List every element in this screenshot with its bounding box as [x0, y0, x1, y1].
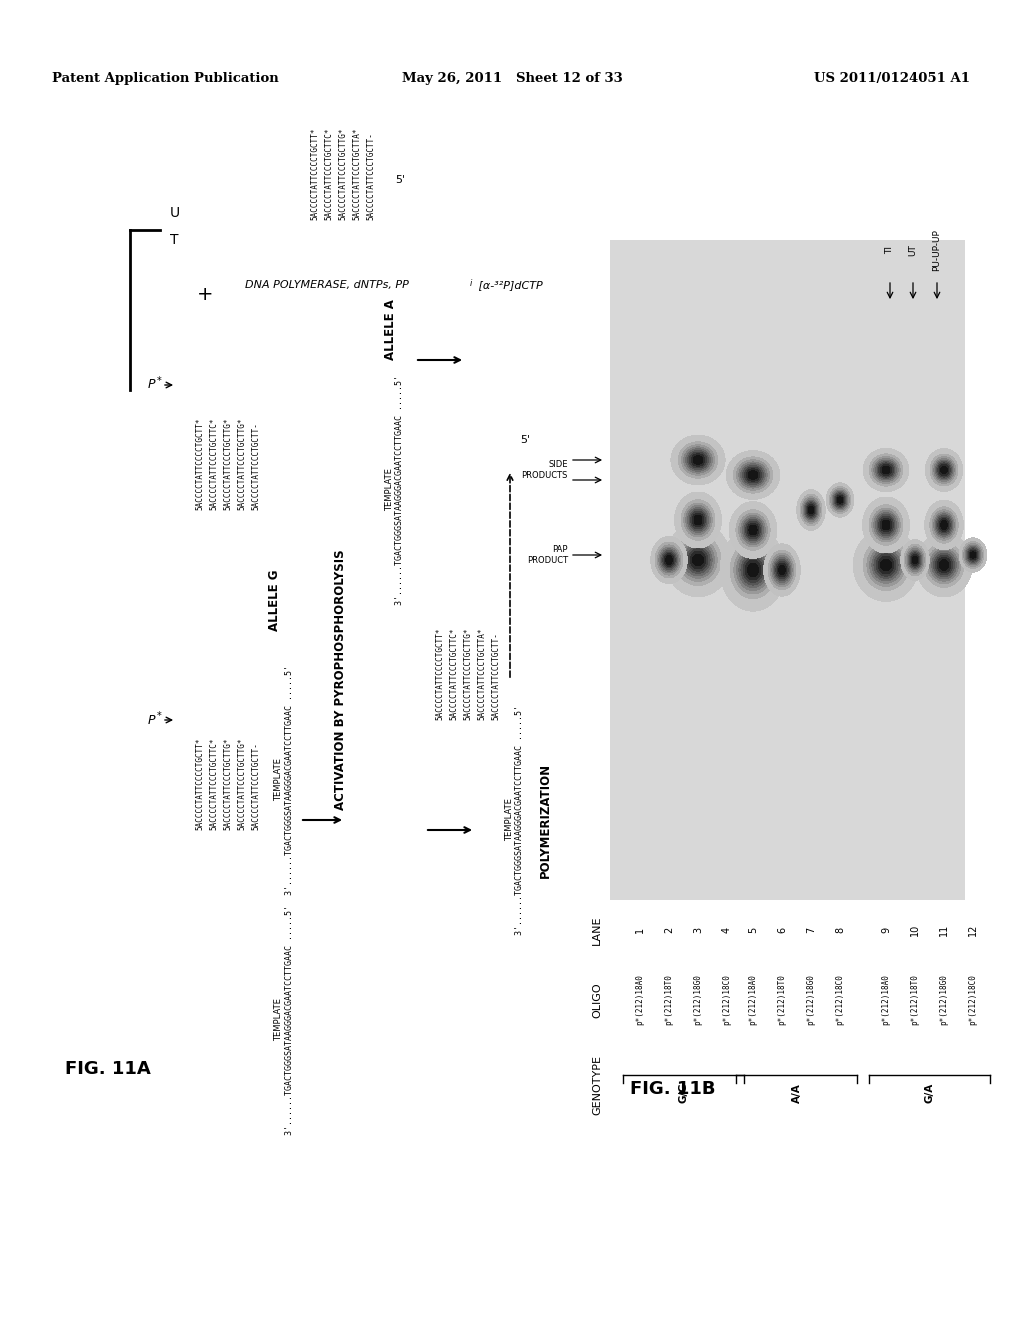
Text: TEMPLATE: TEMPLATE: [385, 469, 394, 511]
Text: p*(212)18C0: p*(212)18C0: [836, 974, 845, 1026]
Text: G/A: G/A: [925, 1082, 935, 1104]
Text: FIG. 11A: FIG. 11A: [65, 1060, 151, 1078]
Text: p*(212)18C0: p*(212)18C0: [969, 974, 978, 1026]
Text: p*(212)18A0: p*(212)18A0: [882, 974, 891, 1026]
Text: G/G: G/G: [679, 1082, 688, 1104]
Text: 5ACCCCTATTCCCTGCTTC*: 5ACCCCTATTCCCTGCTTC*: [210, 417, 218, 510]
Text: UT: UT: [908, 244, 918, 256]
Text: GENOTYPE: GENOTYPE: [592, 1055, 602, 1115]
Text: 5ACCCCTATTCCCCTGCTT*: 5ACCCCTATTCCCCTGCTT*: [196, 417, 205, 510]
Text: 5ACCCCTATTCCCTGCTTA*: 5ACCCCTATTCCCTGCTTA*: [352, 128, 361, 220]
Text: TEMPLATE: TEMPLATE: [505, 799, 514, 841]
Text: 8: 8: [835, 927, 845, 933]
Text: p*(212)18C0: p*(212)18C0: [723, 974, 731, 1026]
Text: p*(212)18G0: p*(212)18G0: [693, 974, 702, 1026]
Text: ALLELE G: ALLELE G: [268, 569, 282, 631]
Text: 5ACCCCTATTCCCTGCTT-: 5ACCCCTATTCCCTGCTT-: [252, 422, 260, 510]
Text: ACTIVATION BY PYROPHOSPHOROLYSIS: ACTIVATION BY PYROPHOSPHOROLYSIS: [334, 549, 346, 810]
Text: 5ACCCCTATTCCCTGCTT-: 5ACCCCTATTCCCTGCTT-: [492, 632, 501, 719]
Text: DNA POLYMERASE, dNTPs, PP: DNA POLYMERASE, dNTPs, PP: [245, 280, 409, 290]
Text: P: P: [148, 379, 156, 392]
Text: i: i: [470, 279, 472, 288]
Text: 3'......TGACTGGGSATAAGGGACGAATCCTTGAAC .....5': 3'......TGACTGGGSATAAGGGACGAATCCTTGAAC .…: [285, 906, 294, 1135]
Text: *: *: [157, 376, 162, 385]
Text: 5ACCCCTATTCCCTGCTT-: 5ACCCCTATTCCCTGCTT-: [252, 742, 260, 830]
Text: 5ACCCCTATTCCCCTGCTT*: 5ACCCCTATTCCCCTGCTT*: [196, 738, 205, 830]
Text: Patent Application Publication: Patent Application Publication: [52, 73, 279, 84]
Text: 5ACCCCTATTCCCTGCTTC*: 5ACCCCTATTCCCTGCTTC*: [325, 128, 334, 220]
Text: 2: 2: [664, 927, 674, 933]
Text: p*(212)18T0: p*(212)18T0: [910, 974, 920, 1026]
Text: p*(212)18G0: p*(212)18G0: [939, 974, 948, 1026]
Text: TI: TI: [886, 246, 895, 253]
Text: ALLELE A: ALLELE A: [384, 300, 396, 360]
Text: p*(212)18A0: p*(212)18A0: [636, 974, 644, 1026]
Text: 11: 11: [939, 924, 949, 936]
Text: P: P: [148, 714, 156, 726]
Text: 1: 1: [635, 927, 645, 933]
Text: 5ACCCCTATTCCCCTGCTT*: 5ACCCCTATTCCCCTGCTT*: [435, 627, 444, 719]
Bar: [610, 240, 965, 900]
Text: 5ACCCCTATTCCCTGCTTG*: 5ACCCCTATTCCCTGCTTG*: [223, 738, 232, 830]
Text: 10: 10: [910, 924, 920, 936]
Text: LANE: LANE: [592, 915, 602, 945]
Text: 3'......TGACTGGGSATAAGGGACGAATCCTTGAAC .....5': 3'......TGACTGGGSATAAGGGACGAATCCTTGAAC .…: [395, 375, 404, 605]
Text: p*(212)18A0: p*(212)18A0: [749, 974, 758, 1026]
Text: TEMPLATE: TEMPLATE: [274, 759, 283, 801]
Text: T: T: [170, 234, 178, 247]
Text: OLIGO: OLIGO: [592, 982, 602, 1018]
Text: 5ACCCCTATTCCCCTGCTT*: 5ACCCCTATTCCCCTGCTT*: [310, 128, 319, 220]
Text: 5ACCCCTATTCCCTGCTTC*: 5ACCCCTATTCCCTGCTTC*: [210, 738, 218, 830]
Text: 5ACCCCTATTCCCTGCTTG*: 5ACCCCTATTCCCTGCTTG*: [464, 627, 472, 719]
Text: 6: 6: [777, 927, 787, 933]
Text: p*(212)18T0: p*(212)18T0: [665, 974, 674, 1026]
Text: POLYMERIZATION: POLYMERIZATION: [539, 763, 552, 878]
Text: FIG. 11B: FIG. 11B: [630, 1080, 716, 1098]
Text: [α-³²P]dCTP: [α-³²P]dCTP: [475, 280, 543, 290]
Text: 5': 5': [395, 176, 406, 185]
Text: SIDE
PRODUCTS: SIDE PRODUCTS: [521, 461, 568, 479]
Text: p*(212)18G0: p*(212)18G0: [807, 974, 815, 1026]
Text: 12: 12: [968, 924, 978, 936]
Text: 5ACCCCTATTCCCTGCTTG*: 5ACCCCTATTCCCTGCTTG*: [339, 128, 347, 220]
Text: 5ACCCCTATTCCCTGCTTG*: 5ACCCCTATTCCCTGCTTG*: [238, 738, 247, 830]
Text: PAP
PRODUCT: PAP PRODUCT: [527, 545, 568, 565]
Text: 4: 4: [722, 927, 732, 933]
Text: +: +: [197, 285, 213, 305]
Text: 5: 5: [748, 927, 758, 933]
Text: *: *: [157, 711, 162, 721]
Text: 3'......TGACTGGGSATAAGGGACGAATCCTTGAAC .....5': 3'......TGACTGGGSATAAGGGACGAATCCTTGAAC .…: [285, 665, 294, 895]
Text: 5ACCCCTATTCCCTGCTTG*: 5ACCCCTATTCCCTGCTTG*: [223, 417, 232, 510]
Text: 5ACCCCTATTCCCTGCTTC*: 5ACCCCTATTCCCTGCTTC*: [450, 627, 459, 719]
Text: 7: 7: [806, 927, 816, 933]
Text: 3'......TGACTGGGSATAAGGGACGAATCCTTGAAC .....5': 3'......TGACTGGGSATAAGGGACGAATCCTTGAAC .…: [515, 705, 524, 935]
Text: PU-UP-UP: PU-UP-UP: [933, 230, 941, 271]
Text: A/A: A/A: [792, 1084, 802, 1104]
Text: 5': 5': [520, 436, 530, 445]
Text: p*(212)18T0: p*(212)18T0: [777, 974, 786, 1026]
Text: 9: 9: [881, 927, 891, 933]
Text: U: U: [170, 206, 180, 220]
Text: 5ACCCCTATTCCCTGCTT-: 5ACCCCTATTCCCTGCTT-: [367, 132, 376, 220]
Text: May 26, 2011   Sheet 12 of 33: May 26, 2011 Sheet 12 of 33: [401, 73, 623, 84]
Text: US 2011/0124051 A1: US 2011/0124051 A1: [814, 73, 970, 84]
Text: TEMPLATE: TEMPLATE: [274, 998, 283, 1041]
Text: 5ACCCCTATTCCCTGCTTG*: 5ACCCCTATTCCCTGCTTG*: [238, 417, 247, 510]
Text: 5ACCCCTATTCCCTGCTTA*: 5ACCCCTATTCCCTGCTTA*: [477, 627, 486, 719]
Text: 3: 3: [693, 927, 703, 933]
